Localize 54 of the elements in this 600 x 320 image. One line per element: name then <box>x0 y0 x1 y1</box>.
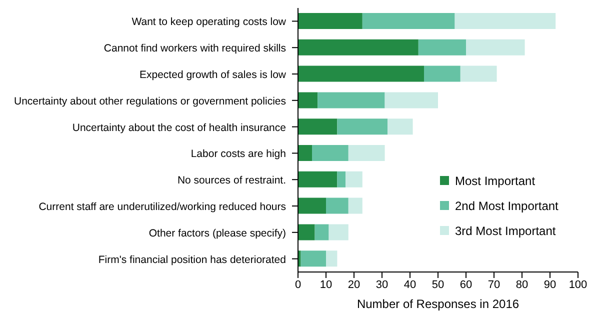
y-tick-label: Current staff are underutilized/working reduced hours <box>38 201 286 213</box>
y-tick-label: Firm's financial position has deteriorated <box>98 254 286 266</box>
bar <box>318 92 385 108</box>
bar <box>326 198 348 214</box>
bar <box>460 66 497 82</box>
legend-label: 2nd Most Important <box>455 198 558 212</box>
y-tick-label: No sources of restraint. <box>177 174 286 187</box>
x-tick-label: 60 <box>460 278 472 291</box>
y-tick-label: Want to keep operating costs low <box>132 16 286 28</box>
bar <box>346 171 362 188</box>
bar <box>298 92 318 108</box>
bar <box>418 39 466 56</box>
bar <box>298 13 362 29</box>
bar <box>328 224 348 240</box>
bar <box>298 145 312 161</box>
bar <box>384 92 438 108</box>
bar <box>362 13 455 29</box>
bar <box>312 145 348 161</box>
bar <box>466 39 525 56</box>
x-tick-label: 70 <box>488 278 500 291</box>
legend-label: Most Important <box>455 174 536 188</box>
legend-label: 3rd Most Important <box>455 224 556 238</box>
bar <box>424 66 460 82</box>
bar <box>348 145 385 161</box>
bar <box>337 171 346 188</box>
y-tick-label: Cannot find workers with required skills <box>104 42 286 55</box>
bar <box>298 39 418 56</box>
bar <box>298 224 315 240</box>
bar <box>298 198 326 214</box>
y-tick-label: Other factors (please specify) <box>148 227 286 240</box>
bar <box>298 66 424 82</box>
y-tick-label: Uncertainty about the cost of health insurance <box>72 122 286 134</box>
x-tick-label: 80 <box>516 278 528 291</box>
x-tick-label: 10 <box>320 278 332 291</box>
x-tick-label: 30 <box>376 278 388 291</box>
bar <box>337 118 388 135</box>
bar <box>314 224 329 240</box>
bar <box>298 118 338 135</box>
bar <box>348 198 362 214</box>
y-tick-label: Labor costs are high <box>190 148 286 160</box>
x-tick-label: 40 <box>404 278 416 291</box>
x-tick-label: 90 <box>544 278 556 291</box>
x-tick-label: 20 <box>348 278 360 291</box>
bar <box>300 250 326 267</box>
bar <box>298 171 338 188</box>
y-tick-label: Uncertainty about other regulations or government policies <box>14 95 286 108</box>
x-axis-title: Number of Responses in 2016 <box>356 297 520 311</box>
bar <box>388 118 413 135</box>
bar <box>326 250 338 267</box>
x-tick-label: 50 <box>432 278 444 291</box>
y-tick-label: Expected growth of sales is low <box>140 69 286 81</box>
bar <box>454 13 556 29</box>
x-tick-label: 0 <box>294 278 302 291</box>
x-tick-label: 100 <box>568 278 588 291</box>
